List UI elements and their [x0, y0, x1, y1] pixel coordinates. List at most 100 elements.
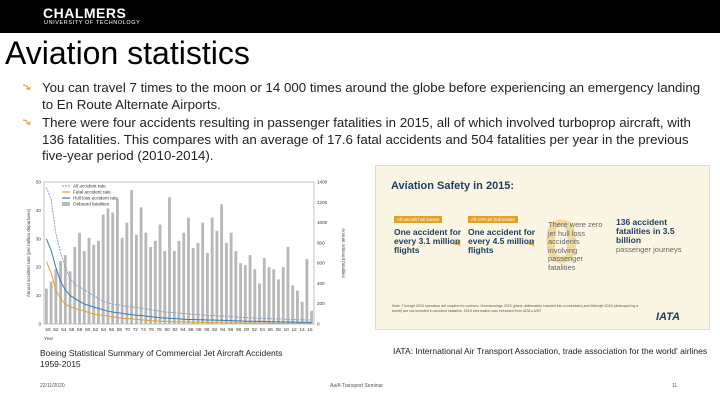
tag-iata-jet: All IATA jet hull losses	[468, 216, 518, 223]
caption-boeing: Boeing Statistical Summary of Commercial…	[40, 348, 283, 369]
x-tick-label: 90	[204, 327, 210, 332]
y-left-tick-label: 30	[36, 236, 42, 241]
stat-fatalities: 136 accident fatalities in 3.5 billion	[616, 217, 675, 245]
rate-series-line	[45, 261, 312, 324]
fatalities-bar	[144, 232, 148, 324]
x-tick-label: 86	[188, 327, 194, 332]
y-right-axis-label: Annual onboard fatalities	[341, 228, 346, 278]
y-right-tick-label: 1400	[317, 180, 328, 185]
fatalities-bar	[163, 250, 167, 324]
legend-label: All accident rate	[73, 184, 106, 189]
fatalities-bar	[215, 230, 219, 324]
fatalities-bar	[54, 269, 58, 324]
bullet-text: There were four accidents resulting in p…	[42, 115, 691, 163]
fatalities-bar	[300, 301, 304, 324]
plane-icon	[527, 240, 535, 246]
fatalities-bar	[220, 204, 224, 324]
fatalities-bar	[78, 232, 81, 324]
fatalities-bar	[101, 214, 105, 324]
legend-swatch	[62, 202, 70, 206]
fatalities-bar	[59, 261, 62, 324]
fatalities-bar	[49, 281, 53, 324]
x-tick-label: 70	[125, 327, 131, 332]
tag-all-aircraft: All aircraft hull losses	[394, 216, 443, 223]
y-right-tick-label: 400	[317, 281, 325, 286]
x-tick-label: 88	[196, 327, 202, 332]
fatalities-bar	[120, 237, 124, 324]
fatalities-bar	[149, 246, 152, 324]
header-bar: CHALMERS UNIVERSITY OF TECHNOLOGY	[0, 0, 720, 33]
y-left-tick-label: 40	[36, 208, 42, 213]
fatalities-bar	[191, 247, 195, 324]
fatalities-bar	[97, 240, 100, 324]
iata-logo: IATA	[656, 311, 681, 323]
arrow-bullet-icon	[22, 84, 31, 91]
fatalities-bar	[239, 263, 242, 324]
x-tick-label: 58	[77, 327, 83, 332]
x-tick-label: 52	[53, 327, 59, 332]
caption-iata: IATA: International Air Transport Associ…	[393, 346, 708, 356]
fatalities-bar	[286, 246, 290, 324]
y-right-tick-label: 600	[317, 261, 325, 266]
y-right-tick-label: 0	[317, 322, 320, 327]
x-tick-label: 84	[180, 327, 186, 332]
x-tick-label: 50	[45, 327, 51, 332]
x-tick-label: 94	[220, 327, 226, 332]
fatalities-bar	[305, 259, 309, 324]
x-tick-label: 76	[149, 327, 155, 332]
y-left-tick-label: 50	[36, 180, 42, 185]
fatalities-bar	[201, 222, 205, 324]
stat-zero-jet: There were zero jet hull loss accidents …	[548, 220, 603, 272]
zero-backdrop-icon: 0	[544, 208, 579, 277]
footer-course: Aa/A Transport Seminar	[330, 383, 384, 389]
x-tick-label: 56	[69, 327, 75, 332]
bullet-text: You can travel 7 times to the moon or 14…	[42, 80, 701, 112]
x-tick-label: 15	[307, 327, 313, 332]
fatalities-bar	[258, 283, 261, 324]
y-right-tick-label: 800	[317, 240, 325, 245]
fatalities-bar	[82, 250, 86, 324]
x-tick-label: 74	[141, 327, 147, 332]
x-tick-label: 10	[284, 327, 290, 332]
x-tick-label: 02	[252, 327, 258, 332]
legend-label: Onboard fatalities	[73, 202, 110, 207]
x-tick-label: 78	[157, 327, 163, 332]
fatalities-bar	[262, 258, 266, 324]
x-tick-label: 96	[228, 327, 234, 332]
x-tick-label: 64	[101, 327, 107, 332]
fatalities-bar	[182, 232, 186, 324]
bullet-list: You can travel 7 times to the moon or 14…	[22, 80, 712, 167]
fatalities-bar	[253, 269, 257, 324]
x-tick-label: 12	[292, 327, 298, 332]
x-tick-label: 68	[117, 327, 123, 332]
fatalities-bar	[153, 240, 157, 324]
x-tick-label: 00	[244, 327, 250, 332]
fatalities-bar	[229, 232, 233, 324]
fatalities-bar	[267, 267, 271, 324]
university-logo: CHALMERS UNIVERSITY OF TECHNOLOGY	[43, 6, 140, 27]
slide-title: Aviation statistics	[5, 35, 250, 71]
legend-label: Fatal accident rate	[73, 190, 111, 195]
rate-series-line	[45, 187, 312, 321]
stat-iata-jet: One accident for every 4.5 million fligh…	[468, 227, 536, 255]
fatalities-bar	[310, 310, 314, 324]
bullet-item: There were four accidents resulting in p…	[22, 115, 712, 165]
stat-journeys: passenger journeys	[616, 245, 682, 254]
fatalities-bar	[291, 285, 295, 324]
fatalities-bar	[158, 224, 162, 324]
x-tick-label: 92	[212, 327, 218, 332]
fatalities-bar	[177, 240, 181, 324]
fatalities-bar	[116, 199, 119, 324]
fatalities-bar	[87, 237, 91, 324]
y-right-tick-label: 200	[317, 301, 325, 306]
arrow-bullet-icon	[22, 119, 31, 126]
fatalities-bar	[196, 242, 200, 324]
fatalities-bar	[125, 222, 129, 324]
x-tick-label: 82	[172, 327, 178, 332]
x-tick-label: 80	[165, 327, 171, 332]
fatalities-bar	[139, 207, 143, 324]
fatalities-bar	[210, 217, 214, 324]
infographic-notes: Note: Through 2015 operators are require…	[392, 304, 639, 313]
x-tick-label: 54	[61, 327, 67, 332]
x-axis-label: Year	[44, 336, 54, 341]
